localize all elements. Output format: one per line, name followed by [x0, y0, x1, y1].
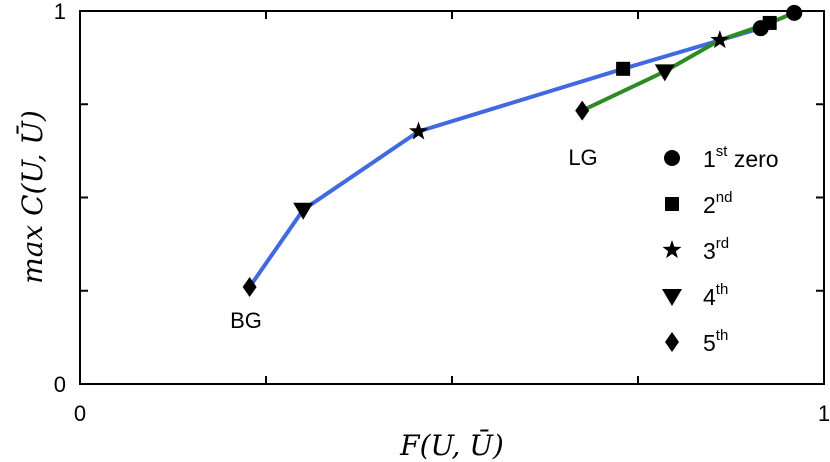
marker-layer: [242, 4, 803, 298]
legend-label-4-sup: th: [716, 327, 729, 344]
x-axis-label: F(U, Ū): [399, 429, 504, 462]
y-axis-label: max C(U, Ū): [16, 110, 49, 284]
legend-label-4-base: 5: [703, 330, 716, 356]
legend-marker-0-circle: [664, 150, 680, 166]
legend-label-0-base: 1: [703, 146, 716, 172]
legend-label-3-sup: th: [716, 281, 729, 298]
x-tick-label-0: 0: [74, 401, 86, 426]
data-point-1-1-square: [762, 15, 777, 30]
legend-marker-2-star: [662, 240, 682, 259]
legend-label-3: 4th: [703, 281, 728, 310]
legend-marker-4-diamond: [665, 332, 679, 352]
legend-label-1-sup: nd: [716, 189, 733, 206]
series-line-0: [247, 26, 763, 289]
legend-label-4: 5th: [703, 327, 728, 356]
legend-label-2-base: 3: [703, 238, 716, 264]
data-point-0-3-triangle-down: [293, 202, 314, 220]
legend-label-0-suffix: zero: [727, 146, 778, 172]
legend-label-1-base: 2: [703, 192, 716, 218]
data-point-0-2-star: [409, 121, 429, 140]
legend-label-3-base: 4: [703, 284, 716, 310]
series-label-bg: BG: [230, 308, 262, 333]
data-point-1-4-diamond: [575, 100, 590, 121]
legend-label-0-sup: st: [716, 143, 729, 160]
x-tick-label-1: 1: [818, 401, 830, 426]
tick-layer: [79, 10, 825, 385]
legend-label-0: 1st zero: [703, 143, 779, 172]
legend-marker-3-triangle-down: [662, 289, 682, 306]
data-point-0-4-diamond: [242, 277, 257, 298]
y-tick-label-0: 0: [54, 372, 66, 397]
data-point-1-3-triangle-down: [654, 64, 675, 82]
data-point-1-0-circle: [786, 4, 803, 21]
legend-label-2-sup: rd: [716, 235, 729, 252]
legend-label-1: 2nd: [703, 189, 732, 218]
data-point-1-2-star: [710, 30, 730, 49]
data-point-0-1-square: [616, 61, 631, 76]
series-label-lg: LG: [568, 145, 597, 170]
legend-label-2: 3rd: [703, 235, 729, 264]
legend-marker-1-square: [665, 197, 679, 211]
y-tick-label-1: 1: [54, 0, 66, 24]
